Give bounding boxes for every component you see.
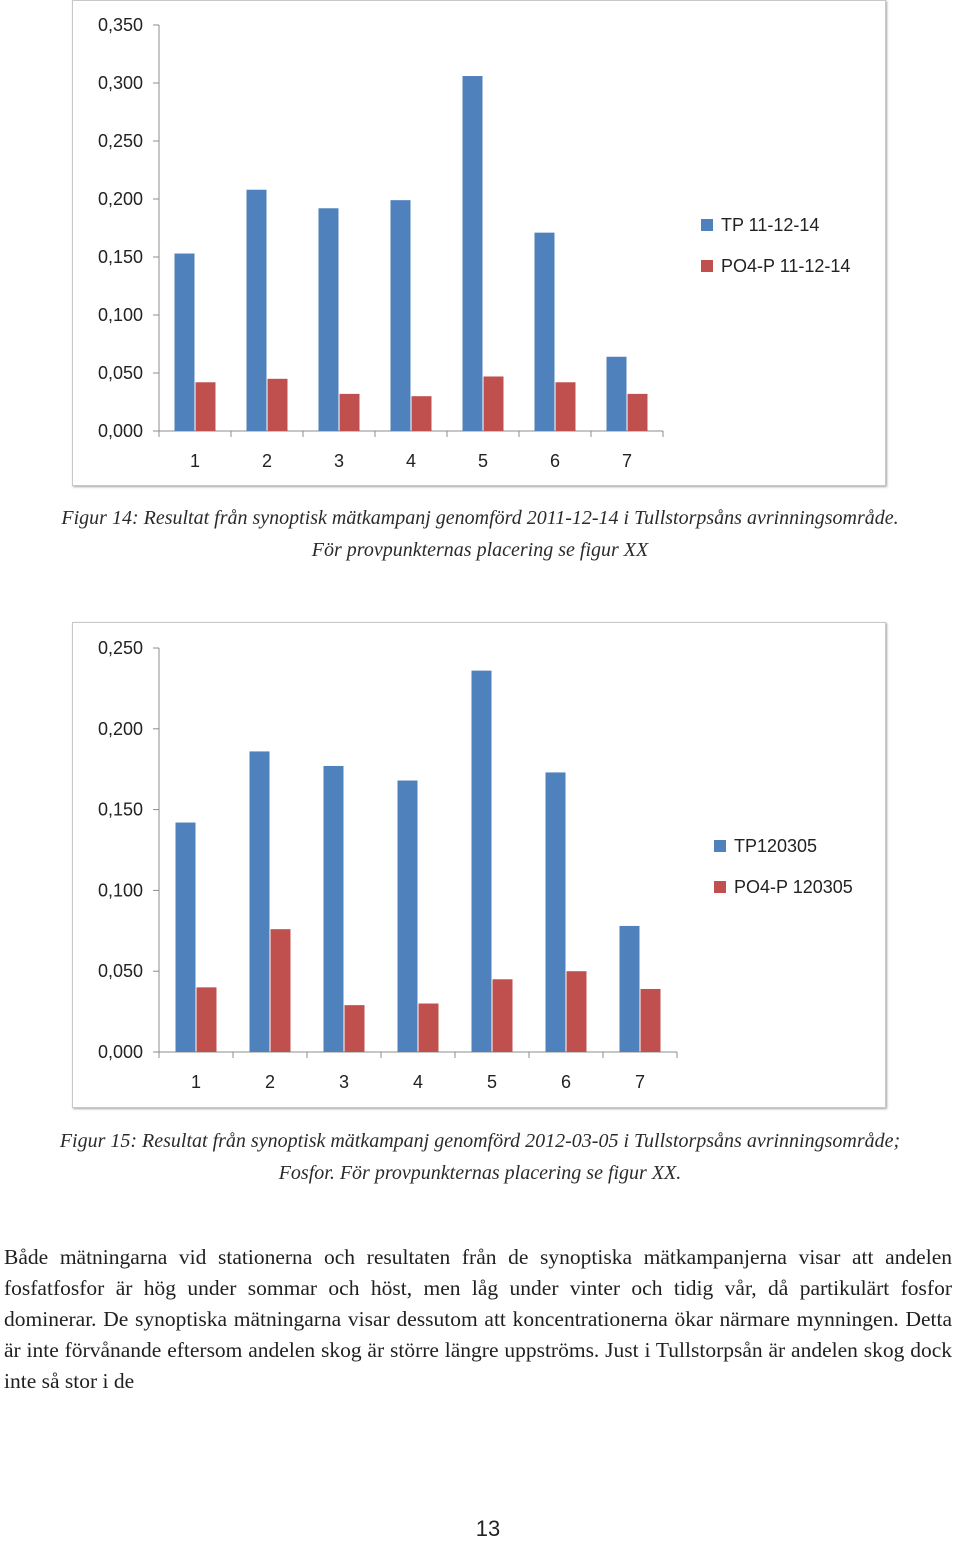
- x-tick-label: 4: [406, 451, 416, 471]
- legend-label-0: TP 11-12-14: [721, 215, 819, 235]
- figure-15-caption-line1: Figur 15: Resultat från synoptisk mätkam…: [59, 1130, 901, 1152]
- bar-tp-2: [249, 751, 270, 1052]
- bar-tp-7: [619, 925, 640, 1052]
- x-tick-label: 2: [265, 1072, 275, 1092]
- bar-tp-2: [246, 189, 267, 431]
- bar-tp-1: [174, 253, 195, 431]
- chart-1-plot: 0,000 0,050 0,100 0,150 0,200 0,250 0,300 0,350…: [98, 15, 850, 471]
- figure-15-caption-line2: Fosfor. För provpunkternas placering se …: [278, 1162, 682, 1184]
- x-tick-label: 3: [339, 1072, 349, 1092]
- y-tick-label: 0,150: [98, 800, 143, 820]
- y-tick-label: 0,200: [98, 189, 143, 209]
- y-tick-label: 0,000: [98, 421, 143, 441]
- x-tick-label: 2: [262, 451, 272, 471]
- figure-15-chart: 0,000 0,050 0,100 0,150 0,200 0,250 1 2 3 4 5 6 7 TP1…: [72, 622, 886, 1108]
- legend-label-1: PO4-P 120305: [734, 877, 853, 897]
- legend-swatch-0: [701, 219, 713, 231]
- y-tick-label: 0,250: [98, 638, 143, 658]
- y-tick-label: 0,050: [98, 363, 143, 383]
- bar-tp-5: [471, 670, 492, 1052]
- legend-label-0: TP120305: [734, 836, 817, 856]
- figure-14-chart-svg: 0,000 0,050 0,100 0,150 0,200 0,250 0,300 0,350…: [98, 15, 850, 471]
- figure-14-chart: 0,000 0,050 0,100 0,150 0,200 0,250 0,300 0,350…: [72, 0, 886, 486]
- bar-po4p-4: [411, 396, 432, 431]
- legend-swatch-1: [701, 260, 713, 272]
- chart-2-plot: 0,000 0,050 0,100 0,150 0,200 0,250 1 2 3 4 5 6 7 TP1…: [98, 638, 853, 1092]
- y-tick-label: 0,150: [98, 247, 143, 267]
- x-tick-label: 4: [413, 1072, 423, 1092]
- bar-po4p-6: [555, 382, 576, 431]
- bar-po4p-3: [344, 1005, 365, 1052]
- bar-tp-4: [397, 780, 418, 1052]
- legend-label-1: PO4-P 11-12-14: [721, 256, 850, 276]
- y-tick-label: 0,250: [98, 131, 143, 151]
- y-tick-label: 0,300: [98, 73, 143, 93]
- bar-po4p-5: [483, 376, 504, 431]
- x-tick-label: 5: [478, 451, 488, 471]
- bar-tp-7: [606, 356, 627, 431]
- y-tick-label: 0,200: [98, 719, 143, 739]
- page-number: 13: [475, 1516, 501, 1541]
- figure-15-caption: Figur 15: Resultat från synoptisk mätkam…: [0, 1125, 960, 1189]
- x-tick-label: 7: [622, 451, 632, 471]
- y-tick-label: 0,100: [98, 880, 143, 900]
- bar-po4p-7: [627, 393, 648, 431]
- y-tick-label: 0,000: [98, 1042, 143, 1062]
- legend-swatch-1: [714, 881, 726, 893]
- x-tick-label: 6: [550, 451, 560, 471]
- y-tick-label: 0,350: [98, 15, 143, 35]
- bar-po4p-6: [566, 971, 587, 1052]
- bar-po4p-2: [270, 929, 291, 1052]
- x-tick-label: 1: [191, 1072, 201, 1092]
- bar-tp-4: [390, 200, 411, 431]
- bar-tp-3: [318, 208, 339, 431]
- bar-po4p-1: [196, 987, 217, 1052]
- bar-po4p-3: [339, 393, 360, 431]
- bar-tp-5: [462, 76, 483, 431]
- figure-15-chart-svg: 0,000 0,050 0,100 0,150 0,200 0,250 1 2 3 4 5 6 7 TP1…: [98, 638, 853, 1092]
- x-tick-label: 7: [635, 1072, 645, 1092]
- bar-po4p-4: [418, 1003, 439, 1052]
- bar-tp-1: [175, 822, 196, 1052]
- y-tick-label: 0,100: [98, 305, 143, 325]
- bar-tp-6: [545, 772, 566, 1052]
- figure-14-caption: Figur 14: Resultat från synoptisk mätkam…: [0, 502, 960, 566]
- bar-po4p-2: [267, 378, 288, 431]
- body-paragraph: Både mätningarna vid stationerna och res…: [4, 1245, 952, 1393]
- legend-swatch-0: [714, 840, 726, 852]
- x-tick-label: 3: [334, 451, 344, 471]
- x-tick-label: 5: [487, 1072, 497, 1092]
- figure-14-caption-line1: Figur 14: Resultat från synoptisk mätkam…: [61, 507, 899, 529]
- bar-po4p-5: [492, 979, 513, 1052]
- y-tick-label: 0,050: [98, 961, 143, 981]
- figure-14-caption-line2: För provpunkternas placering se figur XX: [311, 539, 649, 561]
- x-tick-label: 1: [190, 451, 200, 471]
- bar-tp-6: [534, 232, 555, 431]
- x-tick-label: 6: [561, 1072, 571, 1092]
- bar-tp-3: [323, 765, 344, 1052]
- bar-po4p-1: [195, 382, 216, 431]
- bar-po4p-7: [640, 988, 661, 1052]
